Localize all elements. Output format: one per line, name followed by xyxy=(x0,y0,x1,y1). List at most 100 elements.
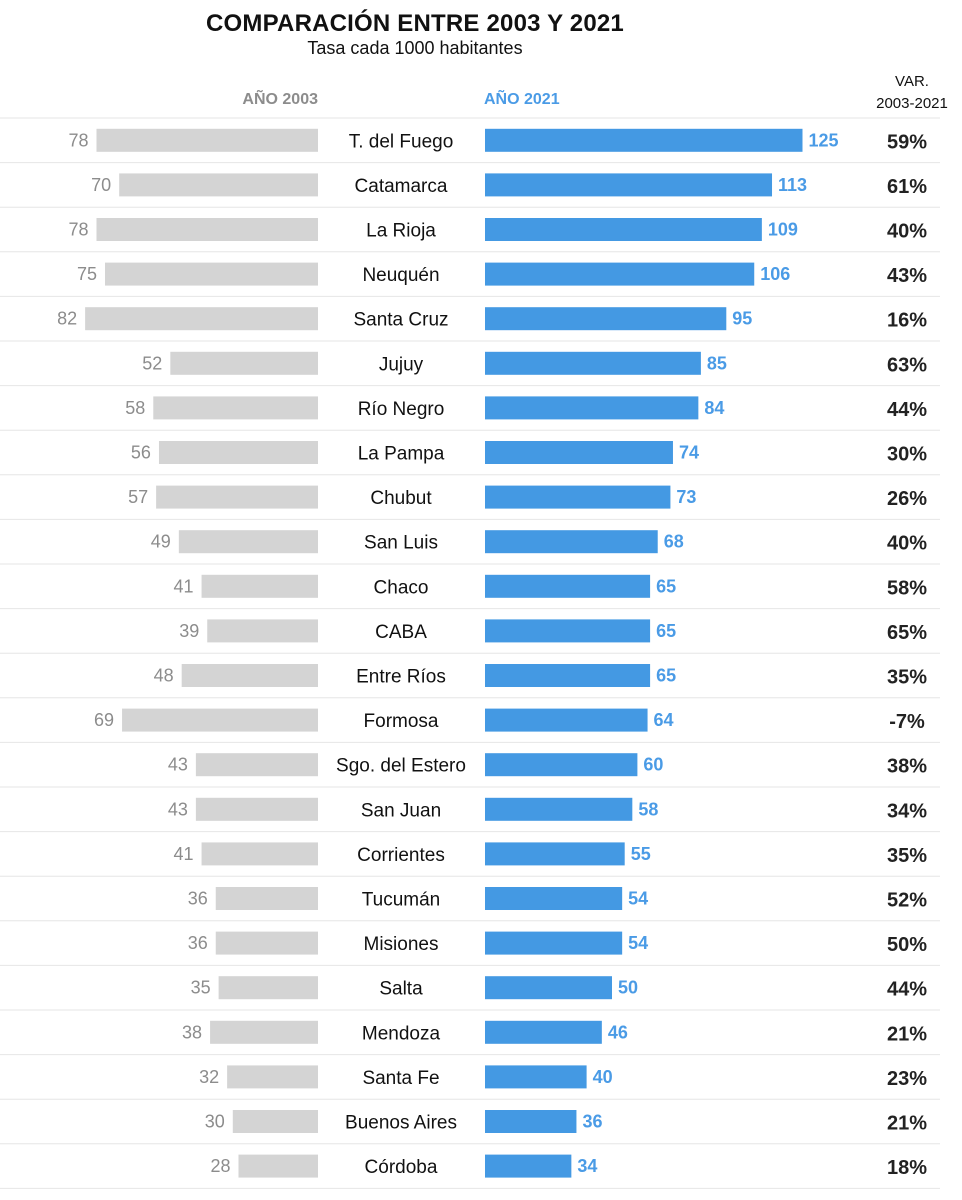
category-label: Neuquén xyxy=(362,265,439,286)
variation-label: 59% xyxy=(887,131,927,153)
column-header-2003: AÑO 2003 xyxy=(242,91,318,108)
bar-2021 xyxy=(485,441,673,464)
variation-label: 44% xyxy=(887,979,927,1001)
category-label: Santa Fe xyxy=(362,1068,439,1089)
value-label-2021: 40 xyxy=(593,1067,613,1087)
variation-label: 65% xyxy=(887,622,927,644)
variation-label: 21% xyxy=(887,1023,927,1045)
value-label-2021: 60 xyxy=(643,755,663,775)
bar-2021 xyxy=(485,351,701,375)
value-label-2003: 39 xyxy=(179,621,199,641)
bar-2003 xyxy=(201,574,318,598)
value-label-2021: 50 xyxy=(618,978,638,998)
value-label-2021: 73 xyxy=(676,487,696,507)
bar-2003 xyxy=(215,931,318,955)
variation-label: 35% xyxy=(887,845,927,867)
bar-2003 xyxy=(158,441,318,464)
value-label-2021: 113 xyxy=(778,175,807,195)
value-label-2003: 36 xyxy=(188,933,208,953)
variation-label: 63% xyxy=(887,354,927,376)
bar-2021 xyxy=(485,976,612,1000)
category-label: Chubut xyxy=(370,488,432,509)
bar-2021 xyxy=(485,931,623,955)
bar-2003 xyxy=(195,753,318,777)
variation-label: 16% xyxy=(887,310,927,332)
value-label-2021: 68 xyxy=(664,532,684,552)
bar-2003 xyxy=(105,262,318,286)
bar-2003 xyxy=(170,351,318,375)
variation-label: 52% xyxy=(887,890,927,912)
value-label-2021: 36 xyxy=(582,1112,602,1132)
bar-2003 xyxy=(227,1065,318,1089)
value-label-2021: 55 xyxy=(631,844,651,864)
variation-label: 38% xyxy=(887,756,927,778)
category-label: Misiones xyxy=(364,934,439,955)
category-label: San Luis xyxy=(364,533,438,554)
chart-subtitle: Tasa cada 1000 habitantes xyxy=(307,38,523,58)
bar-2003 xyxy=(119,173,318,197)
bar-2021 xyxy=(485,574,651,598)
bar-2003 xyxy=(238,1154,318,1178)
variation-label: 34% xyxy=(887,800,927,822)
column-header-2021: AÑO 2021 xyxy=(484,91,560,108)
value-label-2021: 85 xyxy=(707,353,727,373)
value-label-2021: 54 xyxy=(628,889,648,909)
category-label: Catamarca xyxy=(355,176,448,197)
value-label-2003: 70 xyxy=(91,175,111,195)
value-label-2003: 30 xyxy=(205,1112,225,1132)
value-label-2003: 35 xyxy=(191,978,211,998)
value-label-2021: 109 xyxy=(768,220,798,240)
bar-2003 xyxy=(96,128,318,152)
category-label: La Pampa xyxy=(358,444,445,465)
value-label-2021: 65 xyxy=(656,666,676,686)
variation-label: 30% xyxy=(887,444,927,466)
value-label-2003: 69 xyxy=(94,710,114,730)
category-label: Formosa xyxy=(364,711,439,732)
value-label-2021: 84 xyxy=(704,398,724,418)
bar-2021 xyxy=(485,842,625,866)
bar-2021 xyxy=(485,218,762,241)
bar-2021 xyxy=(485,485,671,509)
bar-2021 xyxy=(485,128,803,152)
value-label-2003: 41 xyxy=(174,844,194,864)
variation-label: 35% xyxy=(887,667,927,689)
category-label: CABA xyxy=(375,622,427,643)
bar-2021 xyxy=(485,887,623,910)
category-label: Santa Cruz xyxy=(353,310,448,331)
value-label-2003: 56 xyxy=(131,443,151,463)
bar-2003 xyxy=(122,708,318,732)
category-label: Tucumán xyxy=(362,890,441,911)
variation-label: 26% xyxy=(887,488,927,510)
column-header-variation: VAR. 2003-2021 xyxy=(862,71,962,115)
category-label: Sgo. del Estero xyxy=(336,756,466,777)
variation-label: 40% xyxy=(887,533,927,555)
category-label: Salta xyxy=(379,979,423,1000)
bar-2003 xyxy=(195,797,318,821)
bar-2003 xyxy=(178,530,318,554)
category-label: Entre Ríos xyxy=(356,667,446,688)
category-label: Río Negro xyxy=(358,399,445,420)
bar-2003 xyxy=(96,218,318,241)
variation-label: 40% xyxy=(887,221,927,243)
variation-label: -7% xyxy=(889,711,925,733)
category-label: La Rioja xyxy=(366,221,436,242)
category-label: San Juan xyxy=(361,800,441,821)
value-label-2021: 46 xyxy=(608,1022,628,1042)
variation-label: 44% xyxy=(887,399,927,421)
bar-2021 xyxy=(485,753,638,777)
bar-2003 xyxy=(207,619,318,643)
value-label-2003: 32 xyxy=(199,1067,219,1087)
category-label: Chaco xyxy=(374,577,429,598)
bar-2003 xyxy=(85,307,319,331)
value-label-2003: 57 xyxy=(128,487,148,507)
value-label-2021: 106 xyxy=(760,264,790,284)
bar-2021 xyxy=(485,396,699,420)
value-label-2003: 75 xyxy=(77,264,97,284)
bar-2003 xyxy=(232,1110,318,1133)
category-label: Corrientes xyxy=(357,845,445,866)
variation-header-line1: VAR. xyxy=(895,73,929,90)
bar-2003 xyxy=(201,842,318,866)
value-label-2021: 64 xyxy=(654,710,674,730)
value-label-2021: 74 xyxy=(679,443,699,463)
